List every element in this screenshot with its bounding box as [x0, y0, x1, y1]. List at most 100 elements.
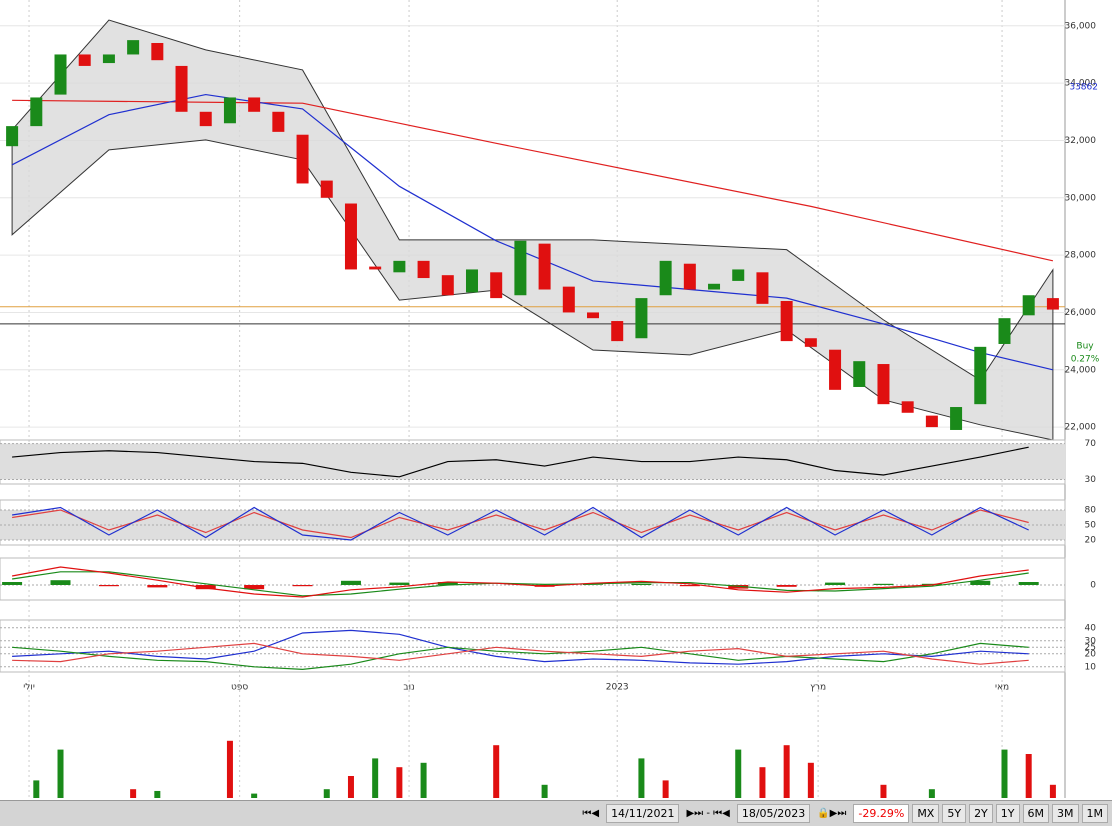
volume-bar — [783, 745, 790, 798]
volume-bar — [1049, 784, 1056, 798]
histogram-bar — [389, 582, 410, 585]
histogram-bar — [50, 580, 71, 585]
candle — [417, 260, 430, 279]
candle — [562, 286, 575, 313]
candle — [393, 260, 406, 273]
candle — [683, 263, 696, 290]
panel-frame — [0, 619, 1066, 673]
x-tick-label: מאי — [995, 683, 1009, 693]
range-button[interactable]: 3M — [1052, 804, 1079, 823]
candle — [780, 300, 793, 342]
nav-arrows[interactable]: ⏮◀ — [582, 808, 600, 819]
moving-average — [12, 99, 1054, 262]
histogram-bar — [776, 585, 797, 587]
candle — [344, 203, 357, 270]
candle — [272, 111, 285, 132]
panel-frame — [0, 557, 1066, 601]
candle — [587, 312, 600, 319]
indicator-line — [12, 506, 1029, 541]
y-tick-label: 50 — [1085, 521, 1097, 531]
candle — [490, 272, 503, 299]
chart: יולי ספט נוב 2023 מרץ מאי 22,000 24,000 26,000 28… — [0, 0, 1100, 798]
y-tick-label: 32,000 — [1065, 136, 1097, 146]
indicator-line — [12, 571, 1029, 597]
volume-bar — [251, 793, 258, 798]
volume-bar — [347, 776, 354, 798]
candle — [998, 318, 1011, 344]
x-tick-label: ספט — [231, 683, 248, 693]
volume-bar — [807, 762, 814, 798]
nav-arrows[interactable]: 🔒▶⏭ — [817, 808, 847, 819]
y-tick-label: 28,000 — [1065, 251, 1097, 261]
indicator-line — [12, 629, 1029, 665]
volume-bar — [420, 762, 427, 798]
volume-bar — [396, 767, 403, 798]
candle — [538, 243, 551, 290]
start-date[interactable]: 14/11/2021 — [606, 804, 680, 823]
y-tick-label: 40 — [1085, 623, 1097, 633]
x-tick-label: יולי — [23, 683, 35, 693]
y-tick-label: 10 — [1085, 662, 1097, 672]
histogram-bar — [1018, 582, 1039, 585]
volume-bar — [323, 789, 330, 798]
histogram-bar — [244, 585, 265, 590]
volume-bar — [1025, 754, 1032, 798]
range-button[interactable]: 6M — [1022, 804, 1049, 823]
volume-bar — [33, 780, 40, 798]
candle — [708, 283, 721, 290]
histogram-bar — [437, 582, 458, 585]
range-button[interactable]: 1M — [1081, 804, 1108, 823]
candle — [829, 349, 842, 390]
x-tick-label: 2023 — [606, 683, 629, 693]
candle — [853, 361, 866, 387]
shade-band — [0, 443, 1065, 480]
y-tick-label: 24,000 — [1065, 365, 1097, 375]
y-tick-label: 80 — [1085, 506, 1097, 516]
range-button[interactable]: MX — [912, 804, 940, 823]
indicator-line — [12, 642, 1029, 665]
y-tick-label: 22,000 — [1065, 423, 1097, 433]
candle — [804, 338, 817, 347]
volume-bar — [372, 758, 379, 798]
histogram-bar — [583, 584, 604, 585]
histogram-bar — [970, 580, 991, 585]
candle — [127, 40, 140, 55]
candle — [925, 415, 938, 428]
histogram-bar — [292, 585, 313, 587]
range-button[interactable]: 5Y — [942, 804, 967, 823]
y-tick-label: 36,000 — [1065, 21, 1097, 31]
end-date[interactable]: 18/05/2023 — [736, 804, 811, 823]
histogram-bar — [825, 582, 846, 585]
y-tick-label: 20 — [1085, 649, 1097, 659]
volume-bar — [735, 749, 742, 798]
y-tick-label: 26,000 — [1065, 308, 1097, 318]
y-tick-label: 30 — [1085, 475, 1097, 485]
candle — [901, 401, 914, 413]
candle — [151, 42, 164, 61]
nav-arrows[interactable]: ▶⏭ - ⏮◀ — [686, 808, 730, 819]
range-button[interactable]: 2Y — [969, 804, 993, 823]
x-tick-label: מרץ — [810, 683, 826, 693]
candle — [441, 275, 454, 296]
candle — [514, 240, 527, 296]
x-tick-label: נוב — [403, 683, 414, 693]
candle — [1022, 295, 1035, 316]
y-tick-label: 0 — [1090, 581, 1096, 591]
volume-bar — [541, 784, 548, 798]
candle — [1046, 298, 1059, 310]
volume-bar — [493, 745, 500, 798]
histogram-bar — [340, 580, 361, 585]
volume-bar — [759, 767, 766, 798]
volume-bar — [57, 749, 64, 798]
histogram-bar — [631, 583, 652, 585]
volume-bar — [226, 740, 233, 798]
candle — [659, 260, 672, 296]
y-tick-label: 34,000 — [1065, 79, 1097, 89]
range-button[interactable]: 1Y — [995, 804, 1020, 823]
y-tick-label: 30,000 — [1065, 193, 1097, 203]
indicator-line — [12, 642, 1029, 671]
histogram-bar — [147, 585, 168, 588]
price-label: 33862 — [1069, 83, 1098, 93]
histogram-bar — [98, 585, 119, 587]
